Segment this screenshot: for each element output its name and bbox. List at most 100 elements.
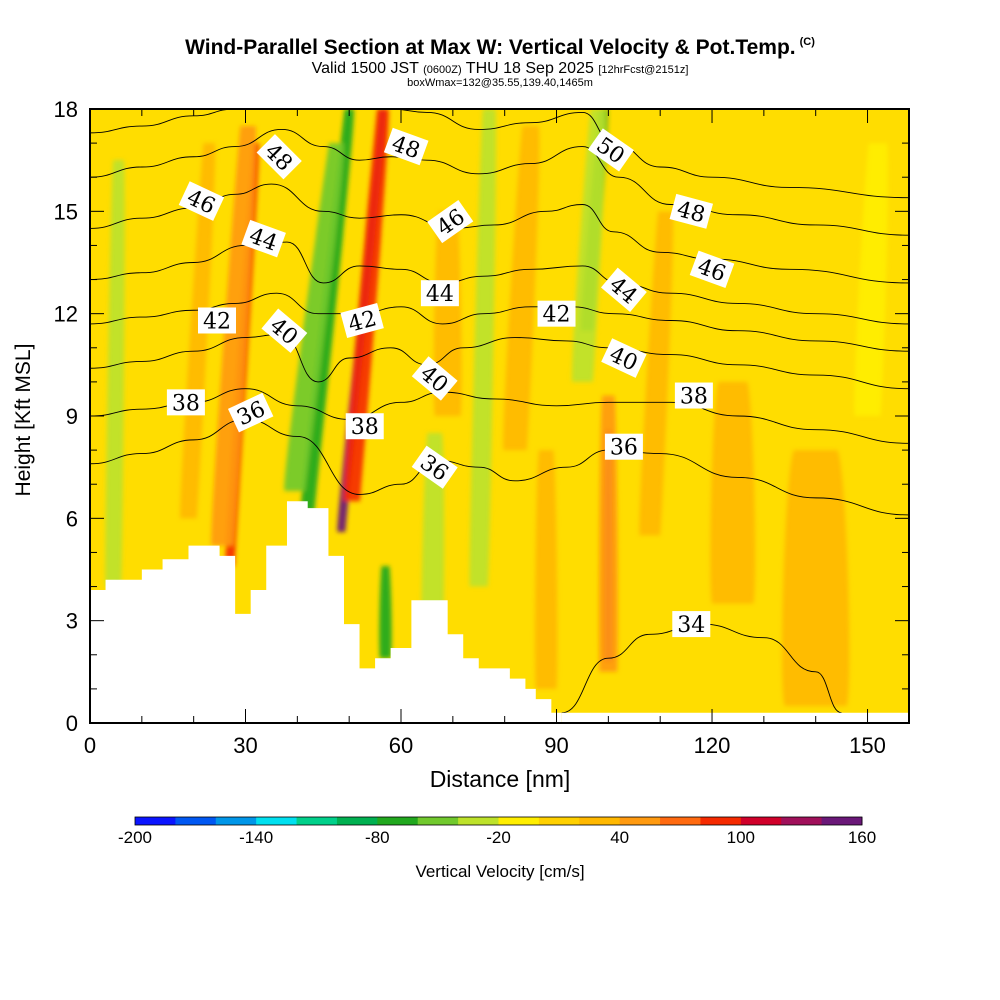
colorbar-swatch <box>619 817 661 825</box>
colorbar: -200 -140 -80 -20 40 100 160 <box>118 816 876 847</box>
x-tick-label: 30 <box>233 733 257 758</box>
velocity-cell <box>105 160 125 587</box>
contour-label: 48 <box>669 193 714 229</box>
contour-label-box <box>672 611 711 638</box>
colorbar-swatch <box>135 817 176 825</box>
contour-label-text: 38 <box>172 391 200 416</box>
velocity-cell <box>343 109 389 502</box>
contour-label-box <box>227 392 274 433</box>
contour-label-box <box>420 280 459 307</box>
velocity-cell <box>639 211 674 536</box>
contour-label: 46 <box>689 250 735 289</box>
chart-subtitle-2: boxWmax=132@35.55,139.40,1465m <box>407 77 593 89</box>
y-tick-label: 15 <box>54 199 78 224</box>
y-tick-label: 18 <box>54 97 78 122</box>
copyright-mark: (C) <box>799 36 815 48</box>
velocity-cell <box>379 566 392 659</box>
contour-label: 36 <box>604 433 643 461</box>
velocity-cell <box>180 143 216 519</box>
theta-contour-38 <box>90 388 909 444</box>
contour-label-text: 38 <box>351 415 379 440</box>
contour-label-box <box>587 128 634 172</box>
colorbar-swatch <box>740 817 782 825</box>
colorbar-tick-label: 100 <box>727 828 755 847</box>
contour-label: 34 <box>672 611 711 638</box>
contour-label-box <box>166 389 205 416</box>
x-tick-label: 0 <box>84 733 96 758</box>
y-tick-label: 6 <box>66 506 78 531</box>
colorbar-tick-label: -200 <box>118 828 152 847</box>
contour-label-text: 34 <box>677 613 705 638</box>
colorbar-swatch <box>175 817 217 825</box>
velocity-cell <box>598 395 618 672</box>
contour-label-text: 42 <box>203 309 231 334</box>
y-tick-label: 3 <box>66 609 78 634</box>
contour-label: 42 <box>197 307 236 334</box>
contour-label: 44 <box>420 280 459 307</box>
colorbar-swatch <box>660 817 701 825</box>
velocity-cell <box>534 450 558 689</box>
contour-label-box <box>261 308 308 353</box>
contour-label-box <box>411 445 458 489</box>
velocity-cell <box>782 450 850 706</box>
colorbar-tick-label: 40 <box>610 828 629 847</box>
chart-title: Wind-Parallel Section at Max W: Vertical… <box>185 36 815 59</box>
contour-label-box <box>241 219 286 258</box>
terrain-lowland <box>561 712 909 723</box>
colorbar-tick-label: -20 <box>486 828 511 847</box>
velocity-cell <box>503 126 540 451</box>
x-tick-label: 60 <box>389 733 413 758</box>
colorbar-swatch <box>579 817 621 825</box>
theta-contour-42 <box>90 292 909 352</box>
contour-label-text: 38 <box>680 385 708 410</box>
colorbar-swatch <box>296 817 338 825</box>
colorbar-swatch <box>417 817 459 825</box>
velocity-cell <box>211 126 257 546</box>
colorbar-swatch <box>336 817 378 825</box>
colorbar-swatch <box>458 817 499 825</box>
contour-label-box <box>197 307 236 334</box>
colorbar-tick-label: 160 <box>848 828 876 847</box>
x-tick-label: 90 <box>544 733 568 758</box>
contour-label-box <box>604 433 643 460</box>
velocity-cell <box>421 433 445 648</box>
terrain <box>90 501 562 723</box>
y-tick-label: 0 <box>66 711 78 736</box>
theta-contour-36 <box>90 418 909 516</box>
colorbar-tick-label: -80 <box>365 828 390 847</box>
velocity-cell <box>284 143 344 492</box>
theta-contour-50 <box>90 109 909 199</box>
colorbar-tick-label: -140 <box>239 828 273 847</box>
x-axis-label: Distance [nm] <box>429 766 571 792</box>
velocity-field <box>105 109 889 706</box>
x-tick-label: 150 <box>849 733 886 758</box>
contour-label-box <box>689 250 735 289</box>
colorbar-swatch <box>377 817 419 825</box>
colorbar-swatch <box>700 817 742 825</box>
velocity-cell <box>854 143 889 416</box>
y-axis-label: Height [Kft MSL] <box>12 343 35 497</box>
contour-label: 44 <box>241 219 286 258</box>
contour-label-box <box>256 134 302 180</box>
colorbar-swatch <box>256 817 298 825</box>
contour-label-box <box>345 413 384 440</box>
contour-label-box <box>674 382 713 409</box>
contour-label-text: 42 <box>543 303 571 328</box>
colorbar-label: Vertical Velocity [cm/s] <box>415 862 585 881</box>
contour-label-text: 36 <box>610 436 638 461</box>
colorbar-swatch <box>821 817 863 825</box>
y-tick-label: 12 <box>54 302 78 327</box>
contour-label: 42 <box>537 300 576 328</box>
contour-label: 38 <box>674 382 713 410</box>
contour-label-box <box>411 356 458 401</box>
contour-label-box <box>537 300 576 327</box>
contour-label: 38 <box>345 413 384 440</box>
contour-label-box <box>427 200 474 244</box>
contour-label-box <box>601 338 647 378</box>
colorbar-swatch <box>538 817 580 825</box>
contour-label-text: 44 <box>426 282 454 307</box>
contour-label-box <box>600 267 647 312</box>
colorbar-swatch <box>498 817 540 825</box>
